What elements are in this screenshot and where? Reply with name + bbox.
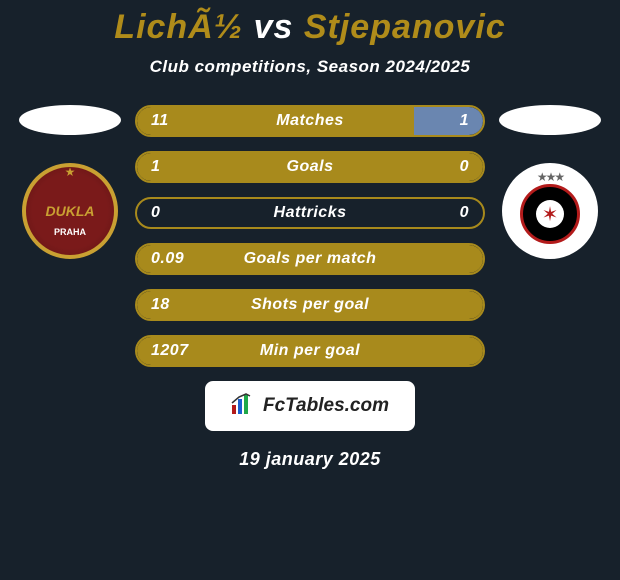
footer-logo-text: FcTables.com (263, 395, 389, 417)
stat-bar: 1 Goals 0 (135, 151, 485, 183)
right-ellipse-decor (499, 105, 601, 135)
footer-logo: FcTables.com (205, 381, 415, 431)
stat-value-left: 11 (151, 112, 169, 130)
main-area: DUKLA PRAHA 11Matches11Goals00Hattricks0… (0, 105, 620, 367)
stat-label: Goals per match (244, 250, 377, 268)
stat-label: Shots per goal (251, 296, 369, 314)
stat-value-left: 1 (151, 158, 160, 176)
title-right-player: Stjepanovic (304, 8, 506, 46)
stat-bar: 0.09 Goals per match (135, 243, 485, 275)
stat-bar: 11 Matches 1 (135, 105, 485, 137)
stat-value-right: 0 (460, 204, 469, 222)
crest-stars-icon: ★★★ (537, 170, 563, 184)
stat-label: Min per goal (260, 342, 360, 360)
right-column: ★★★ (495, 105, 605, 259)
page-title: LichÃ½ vs Stjepanovic (0, 8, 620, 47)
stats-list: 11Matches11Goals00Hattricks00.09Goals pe… (135, 105, 485, 367)
right-crest-inner (520, 184, 580, 244)
stat-bar: 1207 Min per goal (135, 335, 485, 367)
stat-value-right: 0 (460, 158, 469, 176)
stat-label: Hattricks (274, 204, 347, 222)
stat-value-left: 0.09 (151, 250, 184, 268)
stat-value-left: 18 (151, 296, 170, 314)
stat-value-right: 1 (460, 112, 469, 130)
chart-bars-icon (231, 393, 257, 420)
stat-bar: 0 Hattricks 0 (135, 197, 485, 229)
stat-label: Matches (276, 112, 344, 130)
date-label: 19 january 2025 (0, 449, 620, 470)
right-team-crest: ★★★ (502, 163, 598, 259)
comparison-infographic: LichÃ½ vs Stjepanovic Club competitions,… (0, 0, 620, 470)
title-vs: vs (254, 8, 294, 46)
left-crest-sub: PRAHA (54, 227, 86, 237)
stat-bar: 18 Shots per goal (135, 289, 485, 321)
stat-label: Goals (287, 158, 334, 176)
title-left-player: LichÃ½ (114, 8, 243, 46)
left-crest-name: DUKLA (46, 204, 95, 218)
left-ellipse-decor (19, 105, 121, 135)
stat-fill-right (414, 107, 483, 135)
left-team-crest: DUKLA PRAHA (22, 163, 118, 259)
stat-value-left: 1207 (151, 342, 189, 360)
stat-value-left: 0 (151, 204, 160, 222)
left-column: DUKLA PRAHA (15, 105, 125, 259)
subtitle: Club competitions, Season 2024/2025 (0, 57, 620, 77)
